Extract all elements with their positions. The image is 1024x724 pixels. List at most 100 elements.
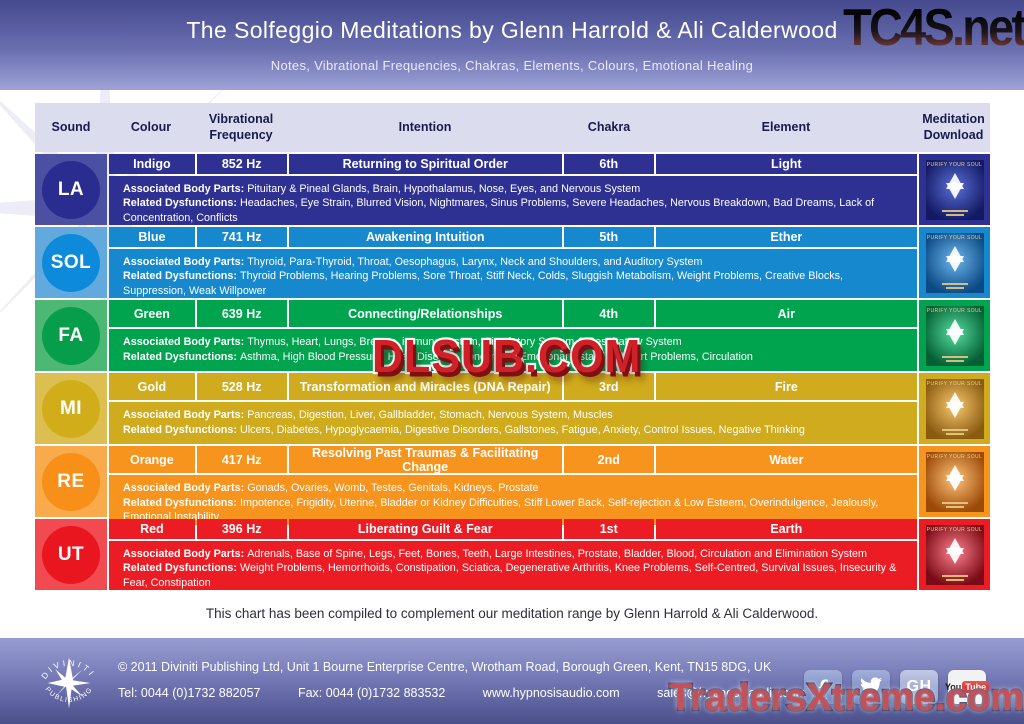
sound-cell: MI bbox=[35, 373, 107, 444]
facebook-f-glyph: f bbox=[818, 675, 828, 705]
intention-cell: Returning to Spiritual Order bbox=[288, 154, 562, 174]
row-main: Green 639 Hz Connecting/Relationships 4t… bbox=[109, 300, 917, 371]
album-credits bbox=[926, 209, 984, 216]
chakra-cell: 1st bbox=[563, 519, 654, 539]
row-detail: Associated Body Parts: Thymus, Heart, Lun… bbox=[109, 329, 917, 371]
header-band: The Solfeggio Meditations by Glenn Harro… bbox=[0, 0, 1024, 90]
facebook-icon[interactable]: f bbox=[804, 670, 842, 705]
solfeggio-table: Sound Colour Vibrational Frequency Inten… bbox=[35, 103, 990, 590]
row-main: Gold 528 Hz Transformation and Miracles … bbox=[109, 373, 917, 444]
album-title: PURIFY YOUR SOUL bbox=[926, 307, 983, 314]
watermark-center: DLSUB.COM bbox=[370, 329, 642, 385]
element-cell: Earth bbox=[655, 519, 917, 539]
contact-line: Tel: 0044 (0)1732 882057 Fax: 0044 (0)17… bbox=[118, 686, 878, 700]
page-subtitle: Notes, Vibrational Frequencies, Chakras,… bbox=[270, 58, 754, 73]
intention-cell: Liberating Guilt & Fear bbox=[288, 519, 562, 539]
row-detail: Associated Body Parts: Pancreas, Digestio… bbox=[109, 402, 917, 444]
star-icon bbox=[945, 172, 964, 199]
sound-cell: RE bbox=[35, 446, 107, 517]
twitter-icon[interactable] bbox=[852, 670, 890, 704]
column-header-frequency: Vibrational Frequency bbox=[208, 111, 274, 142]
download-cell: PURIFY YOUR SOUL bbox=[919, 154, 990, 225]
album-cover[interactable]: PURIFY YOUR SOUL bbox=[925, 524, 984, 585]
sound-note-badge: RE bbox=[42, 452, 100, 511]
dysfunctions-label: Related Dysfunctions: bbox=[123, 562, 237, 574]
column-header-colour: Colour bbox=[130, 119, 172, 134]
tel-text: Tel: 0044 (0)1732 882057 bbox=[118, 686, 261, 700]
chakra-cell: 6th bbox=[563, 154, 654, 174]
row-main: Indigo 852 Hz Returning to Spiritual Ord… bbox=[109, 154, 917, 225]
colour-cell: Blue bbox=[109, 227, 195, 247]
sound-cell: FA bbox=[35, 300, 107, 371]
star-icon bbox=[945, 245, 964, 272]
star-icon bbox=[945, 391, 964, 418]
sound-note-badge: FA bbox=[42, 306, 100, 365]
youtube-logo: You Tube bbox=[945, 681, 990, 693]
table-header-row: Sound Colour Vibrational Frequency Inten… bbox=[35, 103, 990, 152]
album-cover[interactable]: PURIFY YOUR SOUL bbox=[925, 232, 984, 293]
body-parts-text: Pancreas, Digestion, Liver, Gallbladder,… bbox=[247, 409, 613, 421]
dysfunctions-text: Asthma, High Blood Pressure, Heart Disea… bbox=[239, 350, 753, 363]
body-parts-text: Thyroid, Para-Thyroid, Throat, Oesophagu… bbox=[247, 255, 703, 268]
body-parts-text: Pituitary & Pineal Glands, Brain, Hypoth… bbox=[247, 182, 641, 195]
body-parts-label: Associated Body Parts: bbox=[123, 409, 245, 421]
dysfunctions-text: Thyroid Problems, Hearing Problems, Sore… bbox=[123, 270, 844, 297]
album-cover[interactable]: PURIFY YOUR SOUL bbox=[925, 451, 984, 512]
chakra-cell: 5th bbox=[563, 227, 654, 247]
frequency-cell: 396 Hz bbox=[196, 519, 287, 539]
table-row: RE Orange 417 Hz Resolving Past Traumas … bbox=[35, 446, 990, 525]
body-parts-label: Associated Body Parts: bbox=[123, 182, 245, 195]
star-icon bbox=[945, 318, 964, 345]
album-credits bbox=[926, 501, 984, 508]
column-header-intention: Intention bbox=[398, 119, 452, 134]
album-cover[interactable]: PURIFY YOUR SOUL bbox=[925, 159, 984, 220]
album-credits bbox=[926, 574, 984, 581]
element-cell: Air bbox=[655, 300, 917, 327]
table-row: LA Indigo 852 Hz Returning to Spiritual … bbox=[35, 154, 990, 225]
album-cover[interactable]: PURIFY YOUR SOUL bbox=[925, 305, 984, 366]
element-cell: Light bbox=[655, 154, 917, 174]
youtube-tube-text: Tube bbox=[962, 681, 990, 693]
gh-app-icon[interactable]: GH bbox=[900, 670, 938, 704]
download-cell: PURIFY YOUR SOUL bbox=[919, 227, 990, 298]
dysfunctions-text: Ulcers, Diabetes, Hypoglycaemia, Digesti… bbox=[239, 423, 805, 436]
frequency-cell: 639 Hz bbox=[196, 300, 287, 327]
dysfunctions-label: Related Dysfunctions: bbox=[123, 270, 237, 282]
frequency-cell: 741 Hz bbox=[196, 227, 287, 247]
dysfunctions-label: Related Dysfunctions: bbox=[123, 496, 237, 509]
frequency-cell: 417 Hz bbox=[196, 446, 287, 473]
star-icon bbox=[945, 464, 964, 491]
email-link[interactable]: sales@hypnosisaudio.com bbox=[657, 686, 807, 700]
element-cell: Fire bbox=[655, 373, 917, 400]
star-icon bbox=[945, 537, 964, 564]
row-detail: Associated Body Parts: Pituitary & Pineal… bbox=[109, 175, 917, 225]
column-header-chakra: Chakra bbox=[587, 119, 631, 134]
footer-band: DIVINITI PUBLISHING © 2011 Diviniti Publ… bbox=[0, 638, 1024, 724]
table-row: MI Gold 528 Hz Transformation and Miracl… bbox=[35, 373, 990, 444]
chakra-cell: 4th bbox=[563, 300, 654, 327]
body-parts-label: Associated Body Parts: bbox=[123, 336, 245, 348]
sound-note-badge: MI bbox=[42, 379, 100, 438]
colour-cell: Indigo bbox=[109, 154, 195, 174]
intention-cell: Connecting/Relationships bbox=[288, 300, 562, 327]
body-parts-text: Gonads, Ovaries, Womb, Testes, Genitals,… bbox=[247, 482, 539, 494]
youtube-icon[interactable]: You Tube bbox=[945, 670, 990, 704]
album-credits bbox=[926, 355, 984, 362]
page-title: The Solfeggio Meditations by Glenn Harro… bbox=[186, 17, 838, 43]
website-link[interactable]: www.hypnosisaudio.com bbox=[482, 686, 620, 700]
download-cell: PURIFY YOUR SOUL bbox=[919, 300, 990, 371]
album-title: PURIFY YOUR SOUL bbox=[926, 234, 983, 241]
intention-cell: Transformation and Miracles (DNA Repair) bbox=[288, 373, 562, 400]
album-cover[interactable]: PURIFY YOUR SOUL bbox=[925, 378, 984, 439]
download-cell: PURIFY YOUR SOUL bbox=[919, 519, 990, 590]
sound-cell: LA bbox=[35, 154, 107, 225]
dysfunctions-label: Related Dysfunctions: bbox=[123, 423, 237, 436]
colour-cell: Orange bbox=[109, 446, 195, 473]
chakra-cell: 3rd bbox=[563, 373, 654, 400]
watermark-top-right: TC4S.net bbox=[842, 0, 1024, 57]
diviniti-publishing-logo: DIVINITI PUBLISHING bbox=[40, 657, 94, 709]
sound-note-badge: SOL bbox=[42, 233, 100, 292]
frequency-cell: 852 Hz bbox=[196, 154, 287, 174]
element-cell: Ether bbox=[655, 227, 917, 247]
table-row: UT Red 396 Hz Liberating Guilt & Fear 1s… bbox=[35, 519, 990, 590]
